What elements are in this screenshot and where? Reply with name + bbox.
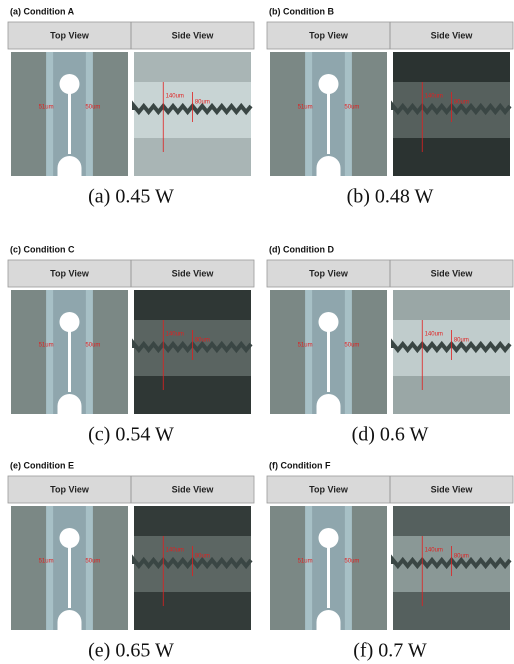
top-view-line (68, 92, 71, 154)
top-measure: 50um (85, 559, 100, 565)
header-side: Side View (172, 30, 215, 40)
caption: (b) 0.48 W (347, 186, 434, 208)
top-measure: 50um (344, 559, 359, 565)
top-view-pad (60, 312, 80, 332)
caption: (a) 0.45 W (88, 186, 174, 208)
header-side: Side View (431, 30, 474, 40)
top-measure: 51um (298, 343, 313, 349)
panel: (a) Condition A Top View Side View 51um 50um… (8, 6, 254, 207)
header-top: Top View (50, 30, 90, 40)
top-measure: 51um (39, 343, 54, 349)
header-side: Side View (431, 268, 474, 278)
caption: (e) 0.65 W (88, 640, 174, 662)
panel: (c) Condition C Top View Side View 51um 50um… (8, 244, 254, 445)
side-measure: 140um (425, 94, 443, 100)
header-top: Top View (50, 484, 90, 494)
header-top: Top View (309, 484, 349, 494)
top-measure: 51um (298, 105, 313, 111)
top-view-pad (60, 74, 80, 94)
top-view-pad (319, 312, 339, 332)
figure: (a) Condition A Top View Side View 51um 50um… (0, 0, 514, 664)
caption: (c) 0.54 W (88, 424, 174, 446)
side-measure: 80um (195, 100, 210, 106)
top-measure: 50um (344, 105, 359, 111)
top-view-line (327, 330, 330, 392)
panel: (f) Condition F Top View Side View 51um 50um… (267, 460, 513, 661)
top-measure: 51um (39, 105, 54, 111)
side-measure: 140um (425, 548, 443, 554)
panel-label: (b) Condition B (269, 6, 334, 16)
panel-label: (d) Condition D (269, 244, 334, 254)
top-view-line (68, 546, 71, 608)
top-view-pad (60, 528, 80, 548)
header-side: Side View (172, 484, 215, 494)
header-side: Side View (172, 268, 215, 278)
header-top: Top View (309, 268, 349, 278)
side-measure: 80um (454, 338, 469, 344)
header-top: Top View (50, 268, 90, 278)
top-measure: 51um (39, 559, 54, 565)
panel-label: (c) Condition C (10, 244, 75, 254)
side-measure: 80um (195, 554, 210, 560)
top-view-line (327, 92, 330, 154)
side-measure: 80um (195, 338, 210, 344)
side-measure: 140um (425, 332, 443, 338)
caption: (f) 0.7 W (353, 640, 427, 662)
panel-label: (a) Condition A (10, 6, 75, 16)
top-measure: 50um (85, 105, 100, 111)
panel: (b) Condition B Top View Side View 51um 50um… (267, 6, 513, 207)
panel-label: (e) Condition E (10, 460, 74, 470)
top-measure: 51um (298, 559, 313, 565)
panel: (d) Condition D Top View Side View 51um 50um… (267, 244, 513, 445)
panel: (e) Condition E Top View Side View 51um 50um… (8, 460, 254, 661)
header-side: Side View (431, 484, 474, 494)
top-view-line (68, 330, 71, 392)
side-measure: 140um (166, 332, 184, 338)
top-measure: 50um (344, 343, 359, 349)
top-view-line (327, 546, 330, 608)
panel-label: (f) Condition F (269, 460, 331, 470)
top-view-pad (319, 528, 339, 548)
caption: (d) 0.6 W (352, 424, 429, 446)
side-measure: 140um (166, 548, 184, 554)
side-measure: 80um (454, 554, 469, 560)
top-measure: 50um (85, 343, 100, 349)
side-measure: 80um (454, 100, 469, 106)
top-view-pad (319, 74, 339, 94)
side-measure: 140um (166, 94, 184, 100)
header-top: Top View (309, 30, 349, 40)
